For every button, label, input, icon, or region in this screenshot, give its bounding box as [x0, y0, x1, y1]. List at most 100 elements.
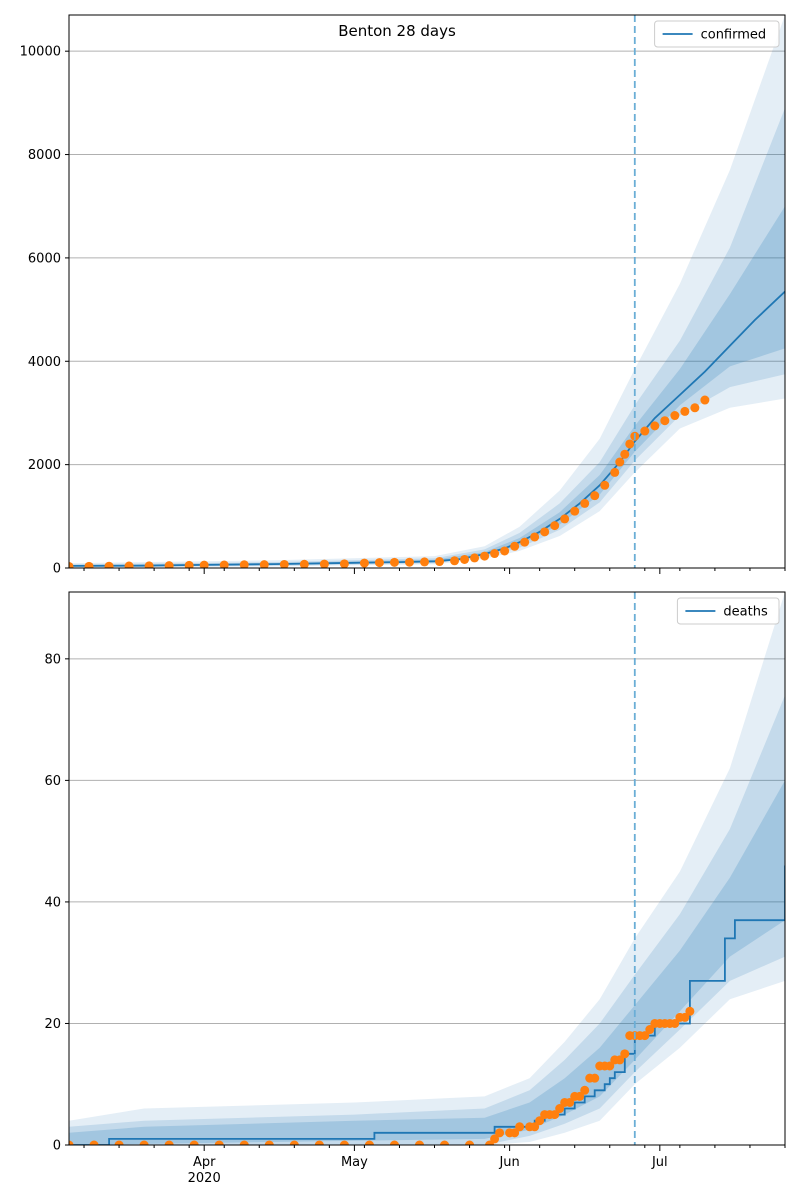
- observed-point: [339, 1140, 349, 1145]
- observed-point: [550, 1110, 560, 1120]
- confirmed-panel: 0 2000 4000 6000 8000 10000 confirmed: [20, 14, 786, 577]
- observed-point: [189, 1140, 199, 1145]
- observed-point: [414, 1140, 424, 1145]
- observed-point: [389, 557, 399, 567]
- observed-point: [69, 1140, 74, 1145]
- observed-point: [700, 395, 710, 405]
- observed-point: [640, 426, 650, 436]
- observed-point: [214, 1140, 224, 1145]
- observed-point: [555, 1104, 565, 1114]
- observed-point: [620, 449, 630, 459]
- observed-point: [465, 1140, 475, 1145]
- observed-point: [590, 1073, 600, 1083]
- uncertainty-band-middle: [69, 108, 785, 567]
- axes-frame: [68, 14, 786, 569]
- observed-point: [530, 532, 540, 542]
- observed-point: [495, 1128, 505, 1138]
- y-tick-label: 2000: [28, 458, 61, 473]
- uncertainty-band-inner: [69, 780, 785, 1145]
- observed-point: [460, 554, 470, 564]
- observed-point: [685, 1006, 695, 1016]
- x-tick-sublabel: 2020: [188, 1171, 221, 1186]
- model-line-deaths: [69, 865, 785, 1145]
- observed-point: [600, 480, 610, 490]
- observed-point: [490, 549, 500, 559]
- y-tick-label: 6000: [28, 251, 61, 266]
- observed-point: [450, 556, 460, 566]
- observed-point: [650, 421, 660, 431]
- plot-area: [69, 15, 785, 568]
- observed-point: [660, 416, 670, 426]
- observed-point: [550, 521, 560, 531]
- observed-point: [500, 546, 510, 556]
- observed-point: [530, 1122, 540, 1132]
- observed-point: [124, 561, 134, 568]
- observed-point: [515, 1122, 525, 1132]
- observed-point: [580, 1085, 590, 1095]
- observed-point: [435, 557, 445, 567]
- uncertainty-band-middle: [69, 695, 785, 1145]
- y-tick-label: 0: [53, 1139, 61, 1154]
- plot-area: [69, 592, 785, 1145]
- observed-point: [404, 557, 414, 567]
- observed-point: [259, 560, 269, 568]
- observed-point: [279, 559, 289, 568]
- observed-point: [339, 559, 349, 568]
- observed-point: [670, 411, 680, 421]
- observed-point: [575, 1091, 585, 1101]
- uncertainty-band-inner: [69, 206, 785, 567]
- y-tick-label: 0: [53, 562, 61, 577]
- observed-point: [199, 560, 209, 568]
- observed-point: [144, 561, 154, 568]
- observed-point: [620, 1049, 630, 1059]
- observed-point: [299, 559, 309, 568]
- observed-point: [570, 506, 580, 516]
- observed-point: [560, 514, 570, 524]
- observed-point: [104, 561, 114, 568]
- observed-point: [470, 553, 480, 563]
- y-tick-label: 40: [44, 895, 61, 910]
- observed-point: [419, 557, 429, 567]
- observed-point: [184, 560, 194, 568]
- legend-label: deaths: [723, 605, 768, 620]
- observed-point: [565, 1097, 575, 1107]
- observed-point: [89, 1140, 99, 1145]
- observed-point: [610, 467, 620, 477]
- observed-point: [690, 403, 700, 413]
- observed-point: [164, 1140, 174, 1145]
- observed-point: [84, 561, 94, 568]
- observed-point: [615, 457, 625, 467]
- observed-point: [440, 1140, 450, 1145]
- observed-point: [139, 1140, 149, 1145]
- observed-point: [264, 1140, 274, 1145]
- x-tick-label: Apr: [193, 1155, 216, 1170]
- chart-title: Benton 28 days: [338, 22, 456, 40]
- y-tick-label: 80: [44, 652, 61, 667]
- observed-point: [510, 541, 520, 551]
- observed-point: [590, 491, 600, 501]
- observed-point: [680, 1012, 690, 1022]
- observed-point: [289, 1140, 299, 1145]
- observed-point: [615, 1055, 625, 1065]
- observed-point: [645, 1025, 655, 1035]
- observed-point: [510, 1128, 520, 1138]
- y-tick-label: 10000: [20, 45, 61, 60]
- observed-point: [680, 406, 690, 416]
- uncertainty-band-outer: [69, 15, 785, 568]
- observed-point: [625, 439, 635, 449]
- legend-box: [676, 597, 780, 625]
- y-tick-label: 60: [44, 774, 61, 789]
- uncertainty-band-outer: [69, 592, 785, 1145]
- observed-point: [164, 561, 174, 568]
- observed-point: [239, 560, 249, 568]
- observed-point: [114, 1140, 124, 1145]
- observed-point: [605, 1061, 615, 1071]
- observed-point: [374, 558, 384, 568]
- observed-point: [359, 558, 369, 568]
- observed-point: [490, 1134, 500, 1144]
- observed-point: [314, 1140, 324, 1145]
- observed-point: [670, 1018, 680, 1028]
- observed-point: [319, 559, 329, 568]
